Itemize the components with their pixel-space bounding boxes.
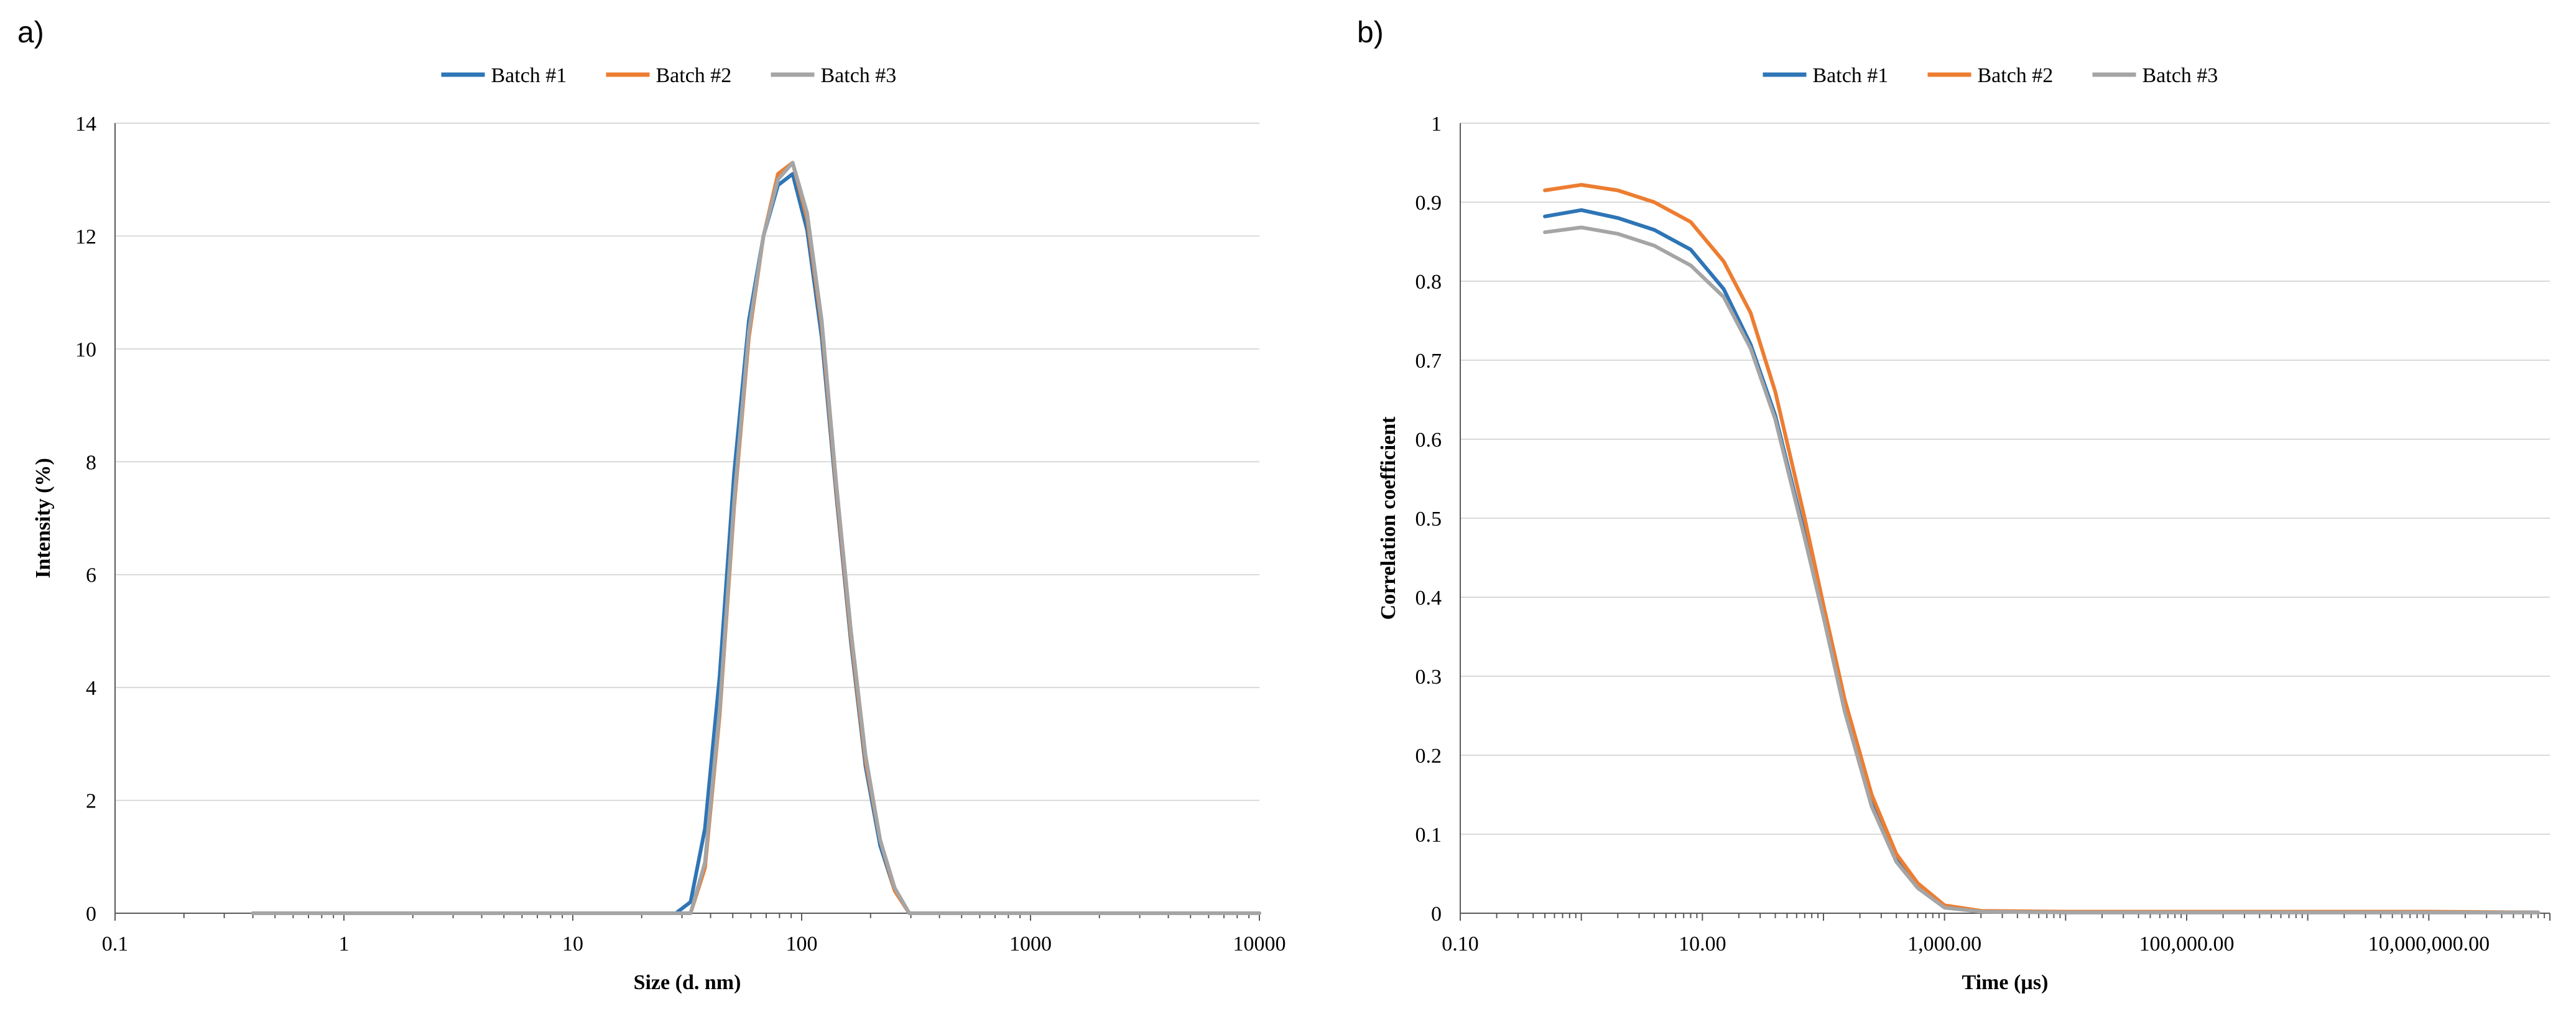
x-tick-label: 0.10: [1442, 933, 1479, 956]
y-tick-label: 0.2: [1415, 745, 1442, 768]
y-tick-label: 1: [1431, 113, 1442, 136]
legend-label: Batch #1: [1813, 64, 1889, 87]
y-tick-label: 12: [75, 225, 96, 248]
legend-item: Batch #3: [771, 64, 897, 87]
series-line-batch-2: [1543, 183, 2541, 914]
y-tick-label: 14: [75, 113, 96, 136]
y-tick-label: 8: [86, 451, 96, 474]
y-tick-label: 0.3: [1415, 666, 1442, 689]
x-tick-label: 10.00: [1679, 933, 1726, 956]
y-tick-label: 0.6: [1415, 429, 1442, 452]
x-tick-label: 1000: [1009, 933, 1052, 956]
legend-item: Batch #3: [2092, 64, 2218, 87]
x-axis-title: Time (µs): [1962, 971, 2049, 994]
x-tick-label: 100: [786, 933, 818, 956]
legend-item: Batch #1: [441, 64, 567, 87]
x-tick-label: 0.1: [102, 933, 129, 956]
series-line-batch-3: [1543, 225, 2541, 914]
chart-panel-a: a) 0 2 4 6 8 10 12 14 0.1 1 10 100 1000 10000 Size (d. …: [17, 16, 1286, 994]
x-tick-label: 10: [562, 933, 583, 956]
series-line-batch-1: [1543, 208, 2541, 914]
x-tick-label: 100,000.00: [2139, 933, 2235, 956]
legend-label: Batch #3: [821, 64, 897, 87]
legend-label: Batch #3: [2143, 64, 2218, 87]
y-tick-label: 0.7: [1415, 350, 1442, 373]
series-line-batch-3: [251, 160, 1261, 915]
chart-panel-b: b) 0 0.1 0.2 0.3 0.4 0.5 0.6 0.7 0.8 0.9 1 0.10 10.00…: [1357, 16, 2551, 994]
y-tick-label: 0: [1431, 903, 1442, 926]
x-tick-label: 1,000.00: [1907, 933, 1981, 956]
y-tick-label: 0.4: [1415, 587, 1442, 610]
panel-label: b): [1357, 16, 1384, 49]
x-tick-label: 10000: [1233, 933, 1286, 956]
y-tick-label: 6: [86, 564, 96, 587]
x-tick-label: 10,000,000.00: [2368, 933, 2490, 956]
x-axis-title: Size (d. nm): [634, 971, 741, 994]
y-tick-label: 4: [86, 677, 96, 700]
y-tick-label: 2: [86, 790, 96, 813]
legend-item: Batch #2: [606, 64, 732, 87]
y-tick-label: 0.5: [1415, 508, 1442, 531]
y-tick-label: 10: [75, 338, 96, 361]
y-tick-label: 0.8: [1415, 271, 1442, 294]
legend-item: Batch #1: [1763, 64, 1889, 87]
panel-label: a): [17, 16, 44, 49]
y-tick-label: 0.1: [1415, 824, 1442, 847]
y-tick-label: 0.9: [1415, 192, 1442, 215]
y-axis-title: Intensity (%): [32, 458, 55, 579]
legend-label: Batch #2: [656, 64, 732, 87]
legend-label: Batch #1: [491, 64, 567, 87]
legend-label: Batch #2: [1978, 64, 2054, 87]
x-tick-label: 1: [339, 933, 350, 956]
y-tick-label: 0: [86, 903, 96, 926]
y-axis-title: Correlation coefficient: [1377, 416, 1400, 620]
legend-item: Batch #2: [1927, 64, 2054, 87]
